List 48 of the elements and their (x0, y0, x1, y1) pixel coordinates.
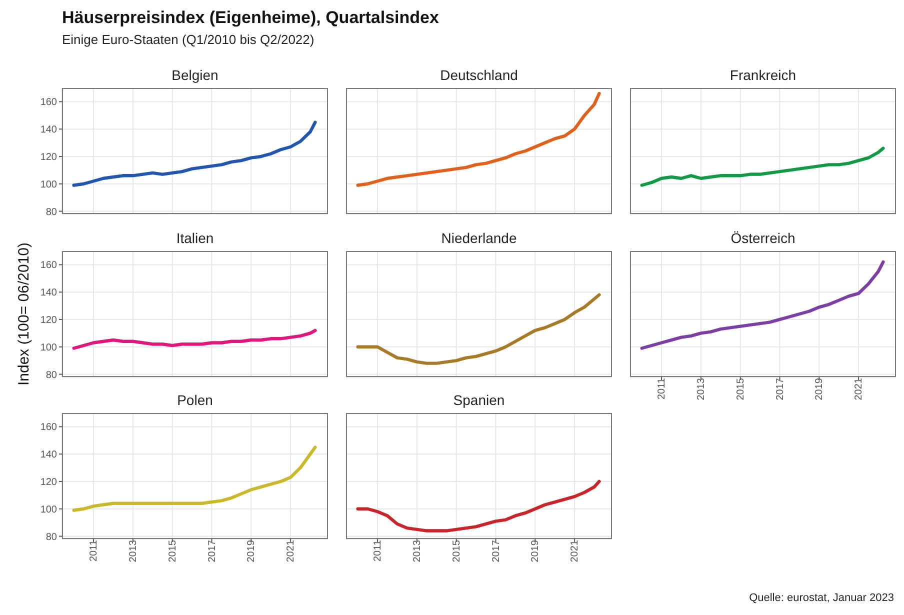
x-tick-label: 2011 (372, 540, 384, 562)
x-tick-label: 2017 (774, 377, 786, 400)
chart-title: Österreich (730, 230, 796, 246)
y-tick-label: 160 (40, 422, 58, 434)
y-tick-label: 140 (40, 124, 58, 136)
x-tick-label: 2015 (167, 540, 178, 562)
chart-title: Niederlande (440, 230, 518, 246)
x-tick-label: 2019 (530, 540, 542, 562)
text: Einige Euro-Staaten (Q1/2010 bis Q2/2022) (62, 32, 314, 47)
x-tick-label: 2015 (451, 540, 462, 562)
y-axis-title: Index (100= 06/2010) (16, 242, 32, 386)
chart-title: Belgien (170, 67, 220, 83)
y-tick-label: 80 (46, 206, 58, 218)
x-tick-label: 2021 (854, 377, 865, 400)
y-tick-label: 140 (40, 450, 58, 461)
y-tick-label: 100 (40, 342, 58, 353)
x-tick-label: 2011 (656, 377, 668, 400)
x-tick-label: 2017 (490, 540, 502, 562)
y-tick-label: 120 (40, 477, 58, 488)
x-tick-label: 2013 (696, 377, 708, 400)
chart-title: Deutschland (439, 67, 519, 83)
x-tick-label: 2017 (206, 540, 218, 562)
chart-title: Spanien (452, 392, 506, 408)
chart-title: Polen (176, 392, 214, 408)
x-tick-label: 2021 (570, 540, 581, 562)
y-tick-label: 140 (40, 287, 58, 298)
y-tick-label: 80 (46, 532, 58, 543)
x-tick-label: 2013 (412, 540, 424, 562)
x-tick-label: 2019 (246, 540, 258, 562)
line-series (72, 446, 317, 512)
x-tick-label: 2021 (286, 540, 297, 562)
y-tick-label: 100 (40, 504, 58, 516)
line-series (72, 120, 317, 187)
chart-title: Italien (175, 230, 215, 246)
y-tick-label: 100 (40, 179, 58, 190)
y-tick-label: 120 (40, 152, 58, 164)
x-tick-label: 2015 (735, 377, 746, 400)
source-note: Quelle: eurostat, Januar 2023 (749, 592, 894, 604)
x-tick-label: 2011 (88, 540, 100, 562)
text: Häuserpreisindex (Eigenheime), Quartalsindex (62, 8, 439, 28)
chart-title: Frankreich (728, 67, 798, 83)
y-tick-label: 120 (40, 314, 58, 326)
y-tick-label: 160 (40, 260, 58, 271)
line-series (72, 328, 317, 350)
y-tick-label: 80 (46, 369, 58, 380)
x-tick-label: 2019 (814, 377, 826, 400)
x-tick-label: 2013 (128, 540, 140, 562)
y-tick-label: 160 (40, 97, 58, 108)
